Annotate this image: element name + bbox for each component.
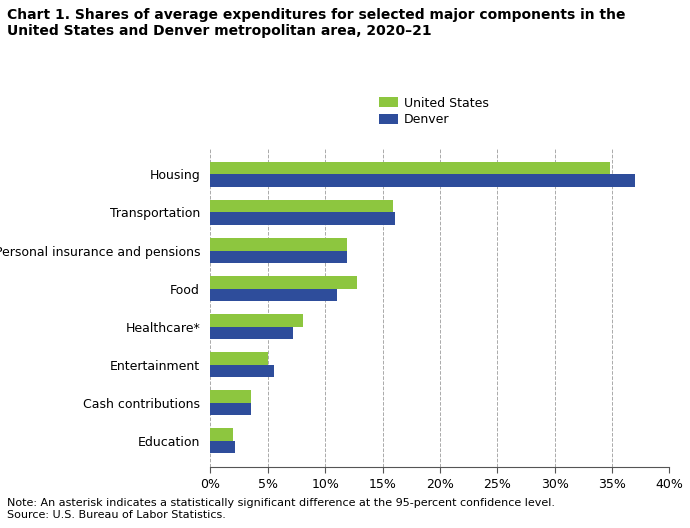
Bar (210, 365, 273, 377)
Bar (210, 162, 610, 174)
Bar (210, 403, 250, 415)
Bar (210, 250, 347, 263)
Bar (210, 174, 635, 186)
Text: Chart 1. Shares of average expenditures for selected major components in the: Chart 1. Shares of average expenditures … (7, 8, 625, 22)
Text: Note: An asterisk indicates a statistically significant difference at the 95-per: Note: An asterisk indicates a statistica… (7, 498, 555, 520)
Bar (210, 352, 268, 365)
Bar (210, 391, 250, 403)
Bar (210, 200, 393, 212)
Bar (210, 429, 233, 441)
Bar (210, 276, 357, 288)
Bar (210, 212, 395, 224)
Bar (210, 288, 337, 301)
Legend: United States, Denver: United States, Denver (379, 97, 489, 126)
Bar (210, 327, 293, 339)
Bar (210, 238, 347, 250)
Bar (210, 441, 235, 453)
Text: United States and Denver metropolitan area, 2020–21: United States and Denver metropolitan ar… (7, 24, 431, 38)
Bar (210, 314, 304, 327)
